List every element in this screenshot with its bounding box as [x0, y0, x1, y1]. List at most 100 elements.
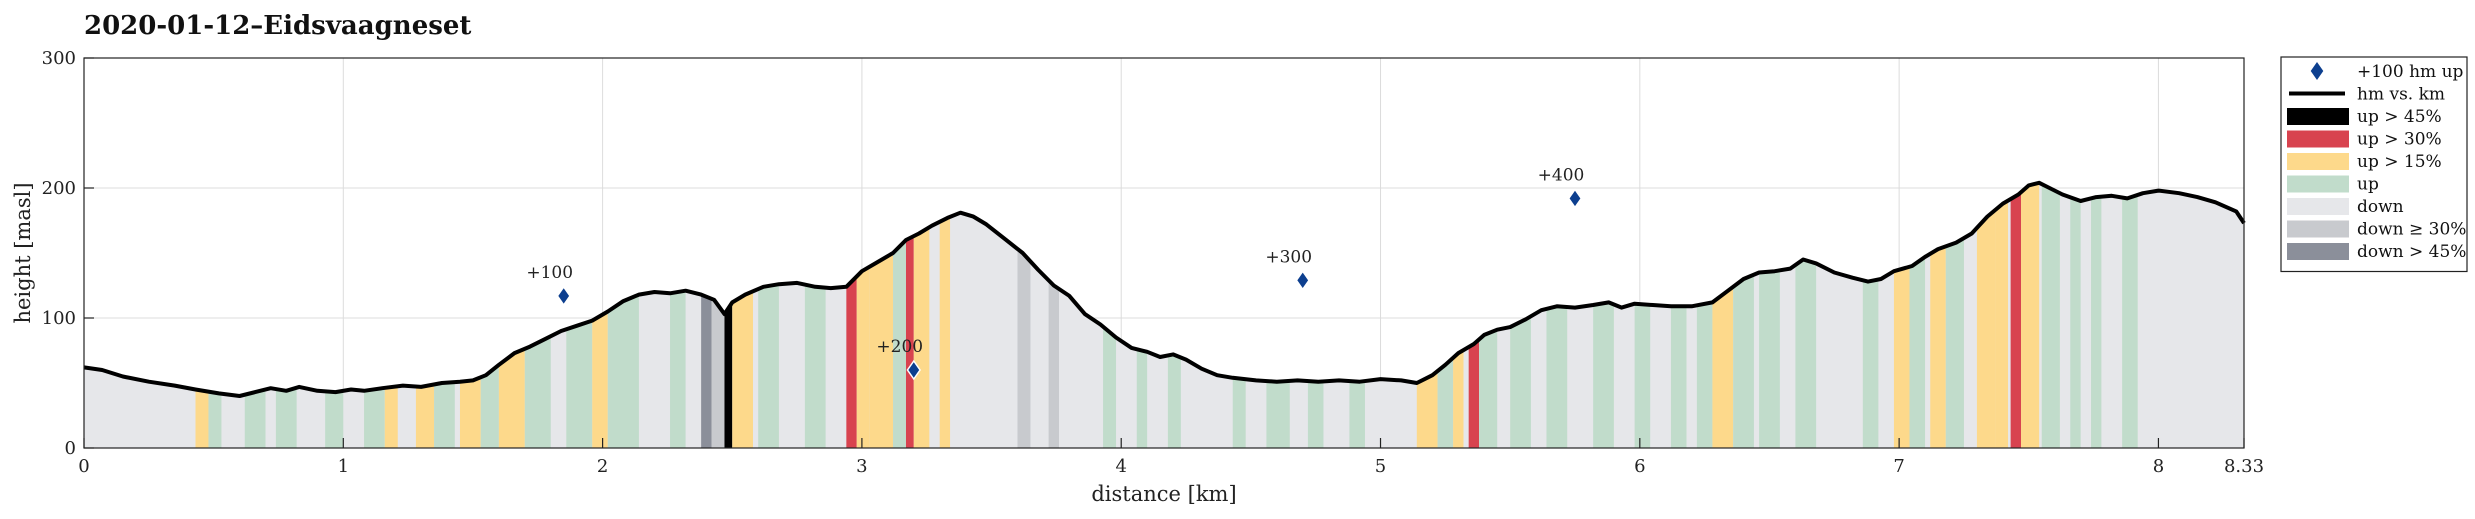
profile-line [83, 180, 2246, 398]
band-up15 [1976, 210, 1996, 448]
legend-label: down [2357, 197, 2404, 217]
x-tick-label: 7 [1893, 456, 1904, 477]
legend-label: hm vs. km [2357, 85, 2445, 105]
band-up [1437, 357, 1454, 448]
band-up15 [856, 266, 870, 448]
band-up [1634, 303, 1651, 448]
milestone-label: +400 [1538, 165, 1585, 185]
x-tick-label: 8 [2153, 456, 2164, 477]
legend-swatch-up30 [2287, 130, 2349, 148]
milestone-label: +200 [876, 337, 923, 357]
x-tick-label: 3 [856, 456, 867, 477]
band-up [2091, 196, 2102, 448]
band-up15 [2021, 182, 2040, 449]
band-up [325, 390, 344, 448]
band-up15 [913, 227, 930, 448]
band-up15 [195, 389, 209, 448]
band-up45 [724, 302, 733, 448]
band-up [2070, 197, 2081, 448]
legend-label: up [2357, 175, 2379, 195]
band-up [1349, 381, 1365, 448]
plot-frame [83, 57, 2245, 449]
band-up30 [905, 236, 914, 448]
legend-swatch-up [2287, 175, 2349, 193]
band-up15 [1712, 286, 1734, 448]
band-up30 [2010, 192, 2021, 448]
legend-label: +100 hm up [2357, 62, 2464, 82]
milestone-marker [1567, 188, 1583, 209]
band-up [1266, 380, 1290, 448]
legend-label: down ≥ 30% [2357, 220, 2466, 240]
band-up [1945, 238, 1964, 448]
band-down45 [701, 294, 712, 448]
band-up15 [1893, 266, 1910, 448]
band-up [1696, 302, 1713, 448]
band-up [1136, 349, 1148, 448]
band-down30 [1017, 248, 1031, 448]
band-up [1546, 306, 1568, 448]
legend-label: up > 15% [2357, 152, 2442, 172]
band-up15 [1995, 200, 2009, 448]
band-up [2122, 194, 2138, 448]
milestone-marker [556, 285, 571, 307]
band-up [607, 294, 639, 448]
x-tick-label: 5 [1375, 456, 1386, 477]
legend-swatch-down45 [2287, 243, 2349, 260]
x-tick-label: 0 [78, 456, 89, 477]
band-up [524, 336, 551, 448]
band-up [2041, 184, 2060, 448]
band-up [758, 284, 779, 448]
band-up15 [415, 384, 435, 448]
band-up [566, 320, 593, 448]
milestone-marker [906, 359, 921, 381]
band-up [434, 382, 455, 448]
band-up15 [459, 377, 481, 448]
band-up [208, 391, 222, 448]
legend-swatch-up15 [2287, 153, 2349, 170]
band-up [1759, 270, 1780, 448]
gradient-bands [195, 182, 2138, 449]
y-axis-label: height [masl] [11, 182, 35, 323]
band-up [244, 389, 266, 448]
band-up [1593, 302, 1614, 448]
y-tick-label: 200 [42, 178, 76, 199]
band-up30 [1468, 339, 1480, 448]
band-up15 [384, 386, 398, 448]
band-up15 [1930, 246, 1946, 448]
y-tick-label: 300 [42, 48, 76, 69]
band-up [1232, 377, 1246, 448]
band-up [893, 240, 906, 448]
x-tick-label: 4 [1115, 456, 1126, 477]
legend-swatch-down30 [2287, 220, 2349, 238]
band-up [1167, 354, 1181, 448]
band-down30 [711, 298, 725, 448]
milestone-label: +100 [526, 263, 573, 283]
band-up [275, 387, 297, 448]
band-up15 [1453, 350, 1464, 448]
x-axis-label: distance [km] [1091, 482, 1236, 506]
chart-title: 2020-01-12–Eidsvaagneset [84, 11, 471, 41]
milestone-markers: +100 +200 +300 +400 [526, 165, 1585, 381]
x-axis-ticks: 0 1 2 3 4 5 6 7 8 8.33 [78, 438, 2264, 477]
y-tick-label: 0 [65, 438, 76, 459]
band-up15 [869, 253, 894, 448]
band-up [670, 290, 686, 448]
y-tick-label: 100 [42, 308, 76, 329]
legend-swatch-up45 [2287, 108, 2349, 125]
band-up [480, 364, 499, 448]
band-up [364, 387, 385, 448]
band-up [804, 284, 826, 448]
band-up [1479, 329, 1498, 448]
legend-label: up > 30% [2357, 130, 2442, 150]
x-tick-label: 6 [1634, 456, 1645, 477]
legend-label: up > 45% [2357, 107, 2442, 127]
band-up [1733, 274, 1754, 448]
legend-swatch-down [2287, 198, 2349, 215]
x-tick-label: 2 [597, 456, 608, 477]
band-up [1795, 259, 1817, 448]
band-up15 [939, 216, 951, 448]
x-tick-label: 1 [338, 456, 349, 477]
band-up [1307, 381, 1324, 448]
